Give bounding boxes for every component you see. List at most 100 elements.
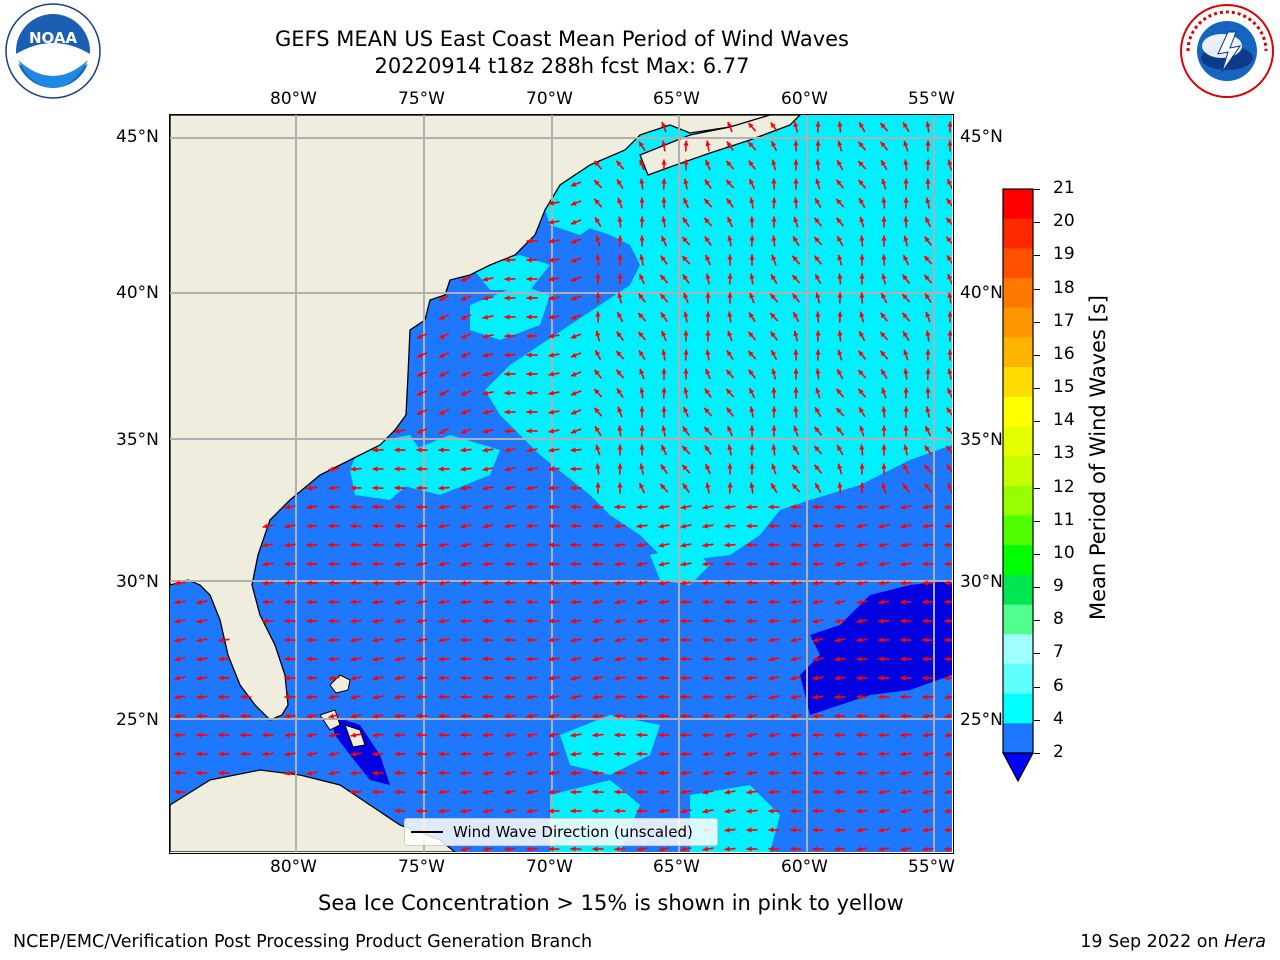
wave-direction-arrowhead bbox=[592, 580, 598, 586]
wave-direction-arrowhead bbox=[617, 292, 623, 299]
wave-direction-arrowhead bbox=[746, 827, 752, 833]
wave-direction-arrowhead bbox=[284, 542, 290, 548]
wave-direction-arrowhead bbox=[548, 428, 554, 434]
wave-direction-arrowhead bbox=[438, 694, 444, 700]
wave-direction-arrowhead bbox=[793, 197, 799, 203]
wave-direction-arrowhead bbox=[704, 426, 710, 433]
wave-direction-arrowhead bbox=[526, 276, 532, 282]
wave-direction-arrowhead bbox=[482, 675, 488, 681]
wave-direction-arrowhead bbox=[903, 178, 909, 184]
wave-direction-arrowhead bbox=[504, 485, 510, 491]
wave-direction-arrowhead bbox=[372, 561, 378, 567]
wave-direction-arrowhead bbox=[924, 274, 930, 281]
wave-direction-arrowhead bbox=[768, 713, 774, 719]
wave-direction-arrowhead bbox=[793, 387, 799, 393]
wave-direction-arrowhead bbox=[812, 618, 818, 624]
wave-direction-arrowhead bbox=[903, 368, 909, 374]
wave-direction-arrowhead bbox=[793, 236, 798, 242]
wave-direction-arrowhead bbox=[900, 561, 906, 567]
wave-direction-arrowhead bbox=[881, 178, 887, 185]
wave-direction-arrowhead bbox=[746, 637, 752, 643]
footer-credit: NCEP/EMC/Verification Post Processing Pr… bbox=[13, 932, 593, 952]
wave-direction-arrowhead bbox=[394, 428, 400, 434]
period-region-4-6s-patch-3 bbox=[350, 435, 430, 500]
wave-direction-arrowhead bbox=[727, 292, 733, 298]
wave-direction-arrowhead bbox=[922, 694, 928, 700]
wave-direction-arrowhead bbox=[482, 789, 488, 795]
wave-direction-arrowhead bbox=[812, 827, 818, 833]
wave-direction-arrowhead bbox=[548, 352, 554, 358]
wave-direction-arrowhead bbox=[196, 618, 202, 624]
wave-direction-arrowhead bbox=[946, 217, 952, 224]
wave-direction-arrowhead bbox=[439, 410, 445, 415]
wave-direction-arrowhead bbox=[460, 580, 466, 586]
wave-direction-arrowhead bbox=[947, 388, 952, 394]
wave-direction-arrowhead bbox=[196, 675, 202, 681]
lat-label-right-30n: 30°N bbox=[960, 572, 1003, 592]
wave-direction-arrowhead bbox=[834, 713, 840, 719]
wave-direction-arrowhead bbox=[878, 808, 884, 814]
wave-direction-arrowhead bbox=[705, 159, 711, 166]
colorbar-segment bbox=[1003, 574, 1033, 606]
wave-direction-arrowhead bbox=[727, 311, 733, 317]
wave-direction-arrowhead bbox=[749, 216, 755, 222]
wave-direction-arrowhead bbox=[702, 713, 708, 719]
wave-direction-arrowhead bbox=[815, 140, 821, 146]
wave-direction-arrowhead bbox=[592, 713, 598, 719]
wave-direction-arrowhead bbox=[903, 255, 909, 261]
wave-direction-arrowhead bbox=[856, 504, 862, 510]
wave-direction-arrowhead bbox=[482, 599, 488, 605]
wave-direction-arrowhead bbox=[639, 274, 645, 280]
wave-direction-arrowhead bbox=[704, 445, 710, 452]
wave-direction-arrowhead bbox=[947, 121, 952, 127]
wave-direction-arrowhead bbox=[812, 656, 818, 662]
wave-direction-arrowhead bbox=[661, 368, 667, 374]
wave-direction-arrowhead bbox=[790, 580, 796, 586]
wave-direction-arrowhead bbox=[548, 770, 554, 776]
wave-direction-arrowhead bbox=[793, 178, 799, 184]
colorbar-tick-label: 11 bbox=[1053, 509, 1075, 530]
wave-direction-arrowhead bbox=[570, 732, 576, 738]
wave-direction-arrowhead bbox=[903, 159, 909, 165]
wave-direction-arrowhead bbox=[856, 789, 862, 795]
wave-direction-arrowhead bbox=[748, 142, 754, 148]
wave-direction-arrowhead bbox=[614, 504, 620, 510]
wave-direction-arrowhead bbox=[372, 580, 378, 586]
wave-direction-arrowhead bbox=[880, 350, 886, 357]
colorbar-tick-mark bbox=[1034, 421, 1040, 423]
wave-direction-arrowhead bbox=[680, 561, 686, 567]
wave-direction-arrowhead bbox=[881, 369, 886, 375]
wave-direction-arrowhead bbox=[682, 426, 688, 433]
colorbar-segment bbox=[1003, 663, 1033, 695]
wave-direction-arrowhead bbox=[837, 463, 843, 470]
wave-direction-arrowhead bbox=[595, 311, 601, 317]
wave-direction-arrowhead bbox=[482, 542, 488, 548]
wave-direction-arrowhead bbox=[639, 235, 645, 241]
wave-direction-arrowhead bbox=[592, 770, 598, 776]
wave-direction-arrowhead bbox=[812, 637, 818, 643]
wave-direction-arrowhead bbox=[724, 789, 730, 795]
wave-direction-arrowhead bbox=[594, 180, 600, 186]
wave-direction-arrowhead bbox=[727, 463, 733, 469]
wave-direction-arrowhead bbox=[922, 751, 928, 757]
wave-direction-arrowhead bbox=[570, 428, 577, 434]
wave-direction-arrowhead bbox=[749, 312, 754, 318]
wave-direction-arrowhead bbox=[946, 236, 952, 243]
wave-direction-arrowhead bbox=[900, 846, 906, 852]
wave-direction-arrowhead bbox=[680, 637, 686, 643]
wave-direction-arrowhead bbox=[925, 368, 931, 374]
wave-direction-arrowhead bbox=[636, 713, 642, 719]
wave-direction-arrowhead bbox=[570, 770, 576, 776]
wave-direction-arrowhead bbox=[944, 770, 950, 776]
wave-direction-arrowhead bbox=[617, 406, 623, 413]
wave-direction-arrowhead bbox=[790, 504, 796, 510]
wave-direction-arrowhead bbox=[924, 236, 930, 243]
wave-direction-arrowhead bbox=[504, 846, 510, 852]
wave-direction-arrowhead bbox=[639, 483, 645, 489]
wave-direction-arrowhead bbox=[595, 235, 601, 242]
wave-direction-arrowhead bbox=[944, 580, 950, 586]
wave-direction-arrowhead bbox=[790, 694, 796, 700]
wave-direction-arrowhead bbox=[837, 292, 843, 298]
wave-direction-arrowhead bbox=[548, 219, 554, 225]
wave-direction-arrowhead bbox=[595, 254, 601, 260]
